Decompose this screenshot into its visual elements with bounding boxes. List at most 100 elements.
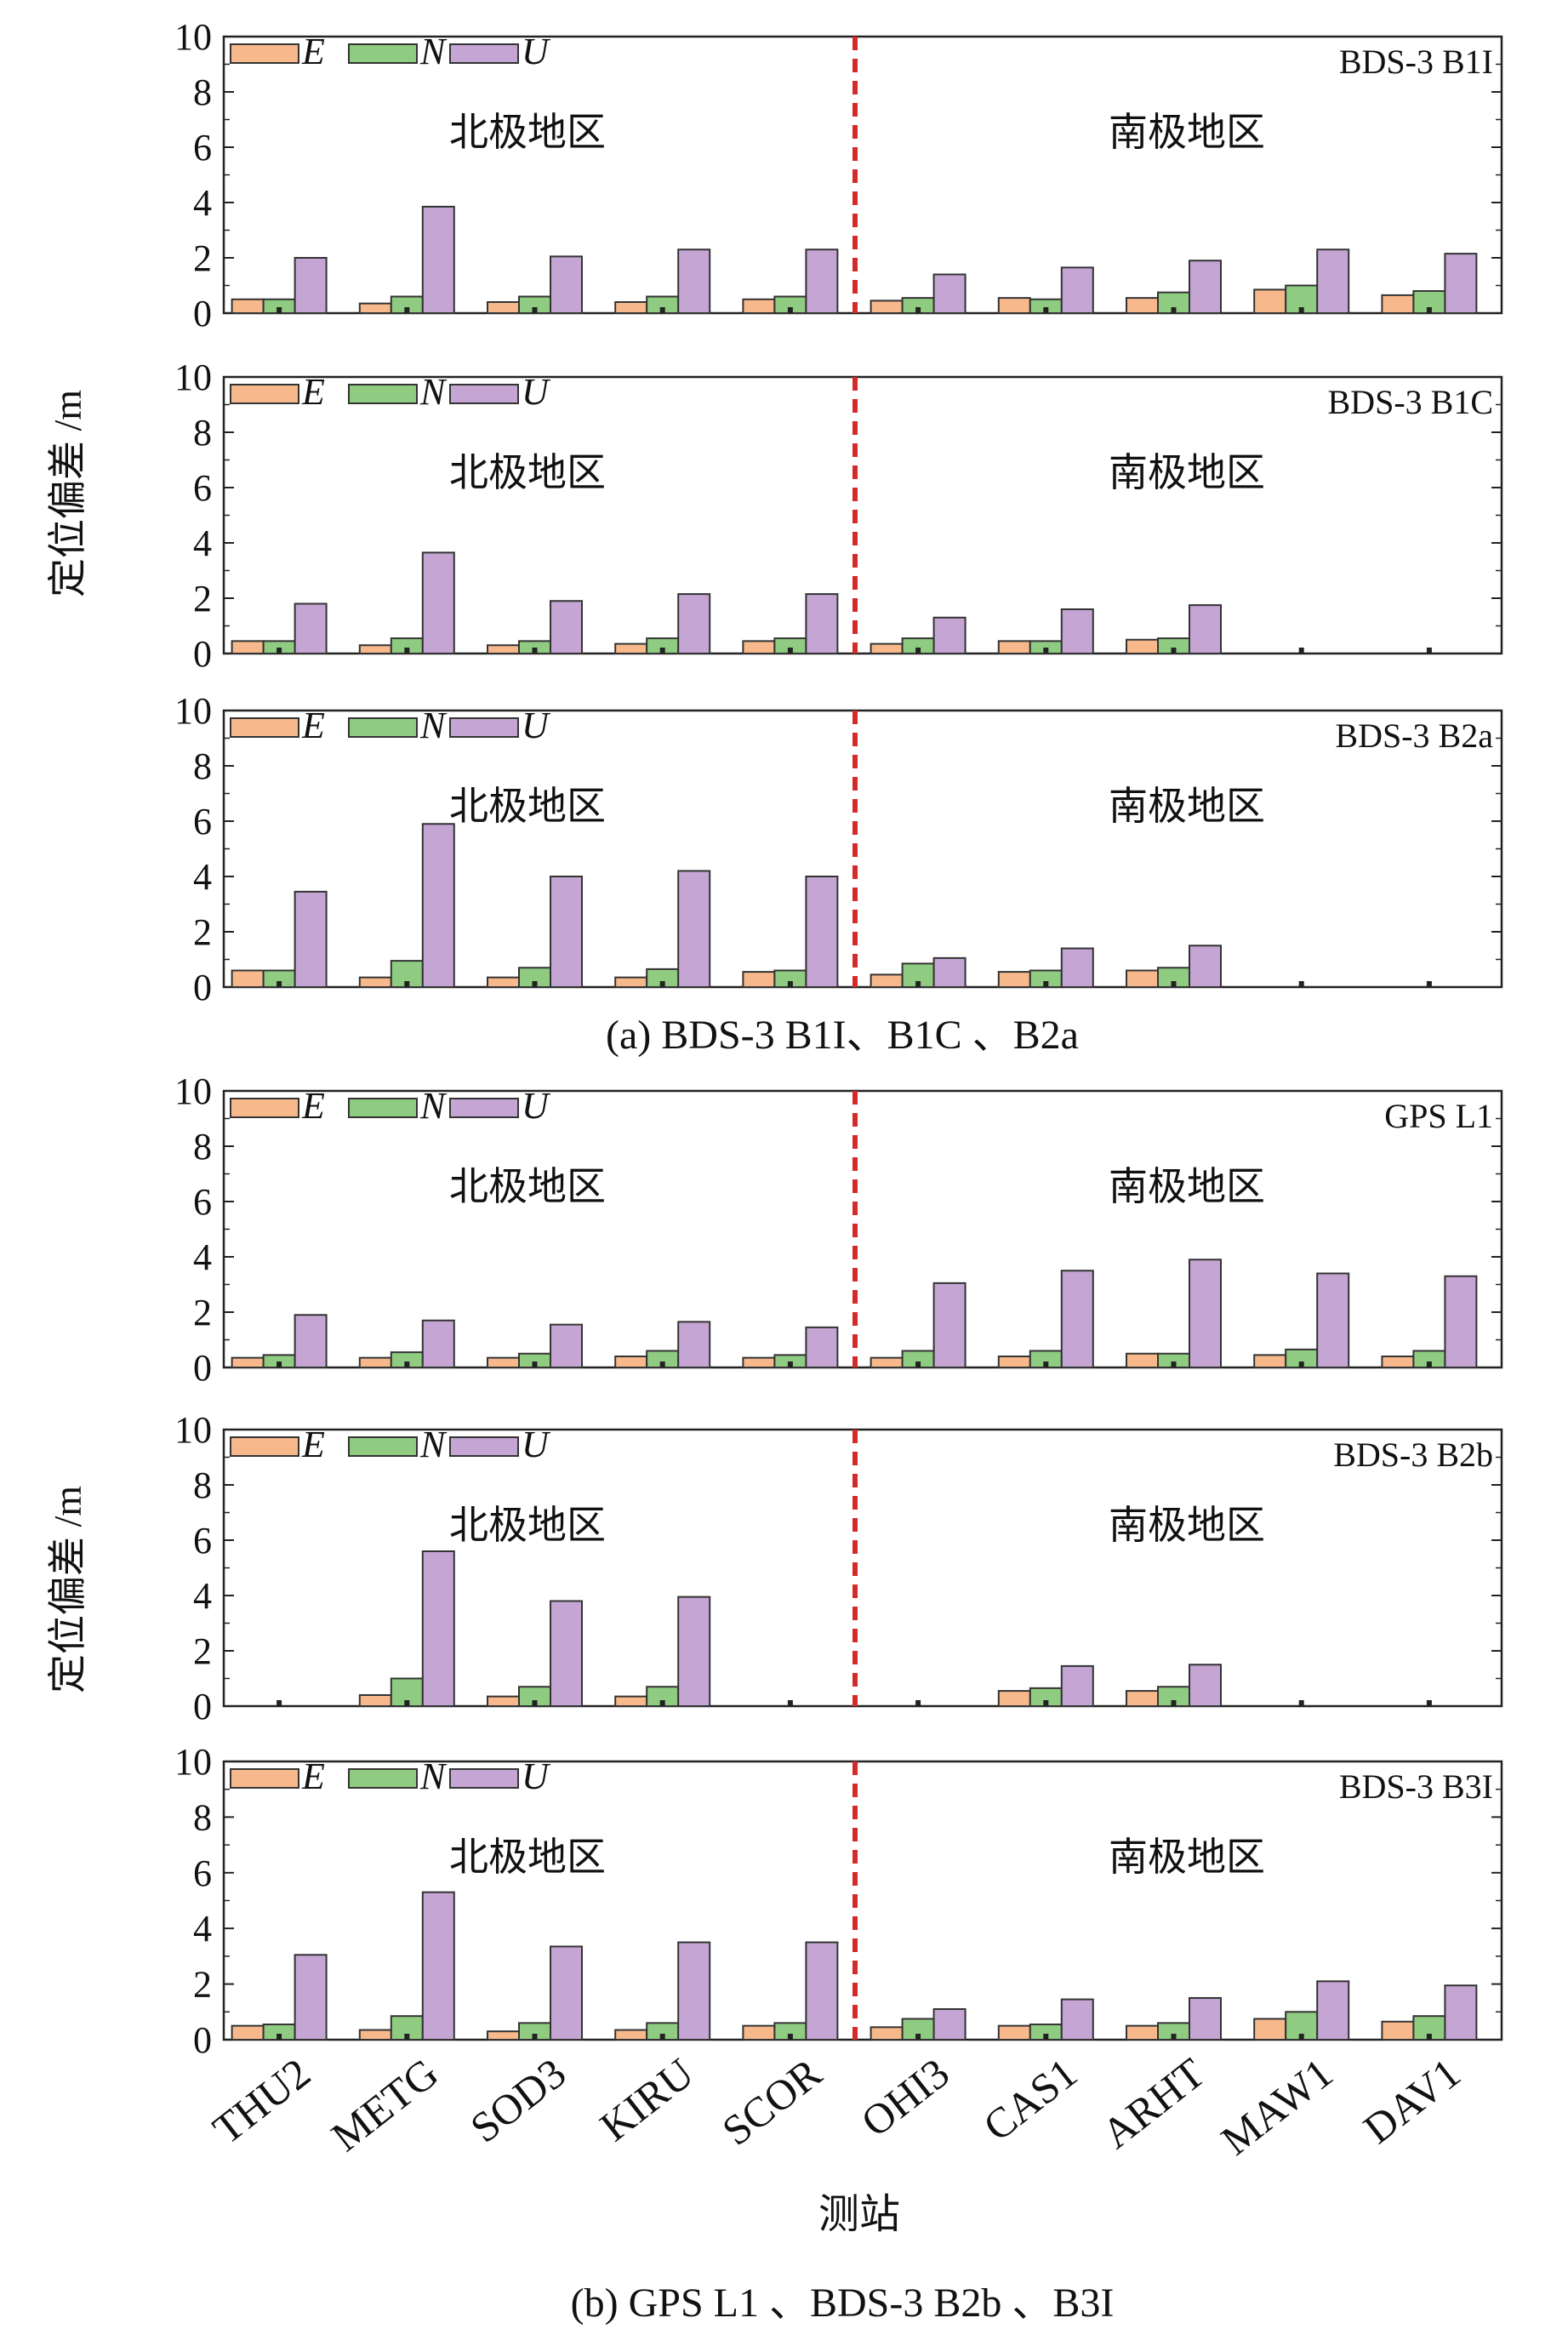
y-tick-label: 4 [193,1236,212,1278]
bar-e-cas1 [997,1356,1031,1368]
bar-e-cas1 [997,640,1031,654]
x-tick-label-metg: METG [322,2049,447,2161]
legend-swatch-e [230,43,299,64]
legend-swatch-n [348,1098,418,1118]
x-tick [659,2034,665,2040]
bar-e-kiru [614,301,648,314]
panel-4: 0 2 4 6 8 10 E N U GPS L1 北极地区 南极地区 [174,1070,1503,1389]
legend-swatch-e [230,717,299,738]
legend-swatch-n [348,717,418,738]
legend-swatch-n [348,384,418,404]
legend-swatch-n [348,1436,418,1457]
bar-u-scor [805,593,839,654]
bar-e-sod3 [487,976,520,988]
legend-swatch-n [348,1768,418,1789]
panel-title: BDS-3 B2a [1335,716,1493,755]
legend-label-u: U [522,1085,551,1127]
bar-u-thu2 [294,1314,328,1368]
bar-e-metg [358,302,392,314]
y-axis-label-a: 定位偏差 /m [46,390,89,597]
panel-title: GPS L1 [1384,1097,1493,1135]
bar-e-metg [358,1356,392,1368]
y-tick-label: 2 [193,1630,212,1672]
x-tick [659,981,665,987]
legend-label-n: N [419,1755,448,1797]
x-tick [1298,307,1304,313]
x-tick [277,1700,282,1706]
caption-a: (a) BDS-3 B1I、B1C 、B2a [606,1013,1079,1058]
bar-e-kiru [614,2029,648,2041]
legend-label-u: U [522,1424,551,1465]
legend-swatch-e [230,1768,299,1789]
legend-label-u: U [522,371,551,413]
x-tick [915,1700,921,1706]
bar-u-cas1 [1060,608,1094,654]
region-label-north: 北极地区 [449,1835,606,1879]
bar-u-dav1 [1444,253,1478,314]
y-tick-label: 0 [193,293,212,334]
region-label-north: 北极地区 [449,111,606,154]
region-label-north: 北极地区 [449,451,606,494]
x-tick [1043,1700,1049,1706]
x-tick [404,1362,410,1367]
bar-u-kiru [677,1941,711,2041]
y-tick-label: 10 [174,1409,212,1451]
x-tick [1426,981,1432,987]
bar-u-maw1 [1316,1980,1350,2041]
legend-swatch-u [449,384,519,404]
legend-label-e: E [301,371,325,413]
legend-swatch-n [348,43,418,64]
caption-b: (b) GPS L1 、BDS-3 B2b 、B3I [571,2281,1115,2326]
x-tick [659,307,665,313]
x-tick [532,2034,538,2040]
y-tick-label: 6 [193,127,212,168]
x-tick [915,307,921,313]
bar-u-cas1 [1060,266,1094,314]
y-tick-label: 8 [193,1126,212,1167]
bar-e-ohi3 [870,642,904,654]
bar-u-cas1 [1060,947,1094,988]
y-tick-label: 0 [193,2019,212,2061]
bar-e-arht [1126,969,1159,988]
plot-frame [222,1428,1503,1708]
x-tick [1298,1362,1304,1367]
region-label-south: 南极地区 [1109,111,1265,154]
bar-e-kiru [614,642,648,654]
bar-u-kiru [677,248,711,314]
bar-e-sod3 [487,1356,520,1368]
plot-frame [222,1760,1503,2041]
x-tick [1171,2034,1177,2040]
bar-u-sod3 [550,600,583,654]
panel-title: BDS-3 B2b [1333,1436,1493,1474]
bar-e-scor [742,971,776,988]
plot-frame [222,375,1503,655]
x-tick [1171,1700,1177,1706]
legend-label-n: N [419,705,448,746]
bar-e-metg [358,1694,392,1707]
panel-title: BDS-3 B1C [1328,383,1494,421]
x-tick [1298,648,1304,654]
x-tick [277,1362,282,1367]
bar-u-metg [421,823,455,988]
x-tick [659,1362,665,1367]
legend-label-u: U [522,1755,551,1797]
y-tick-label: 4 [193,1575,212,1617]
x-tick-label-kiru: KIRU [591,2049,703,2150]
y-tick-label: 2 [193,237,212,279]
bar-u-ohi3 [932,273,966,314]
bar-e-kiru [614,976,648,988]
bar-e-metg [358,2029,392,2041]
y-tick-label: 2 [193,1964,212,2006]
bar-u-metg [421,1891,455,2041]
legend-swatch-u [449,717,519,738]
legend-swatch-u [449,43,519,64]
x-tick [1043,307,1049,313]
bar-e-thu2 [231,969,265,988]
y-tick-label: 0 [193,633,212,675]
x-tick [532,1362,538,1367]
x-tick [1043,648,1049,654]
x-tick [1298,981,1304,987]
bar-u-ohi3 [932,2008,966,2041]
y-tick-label: 0 [193,967,212,1008]
x-tick [532,981,538,987]
